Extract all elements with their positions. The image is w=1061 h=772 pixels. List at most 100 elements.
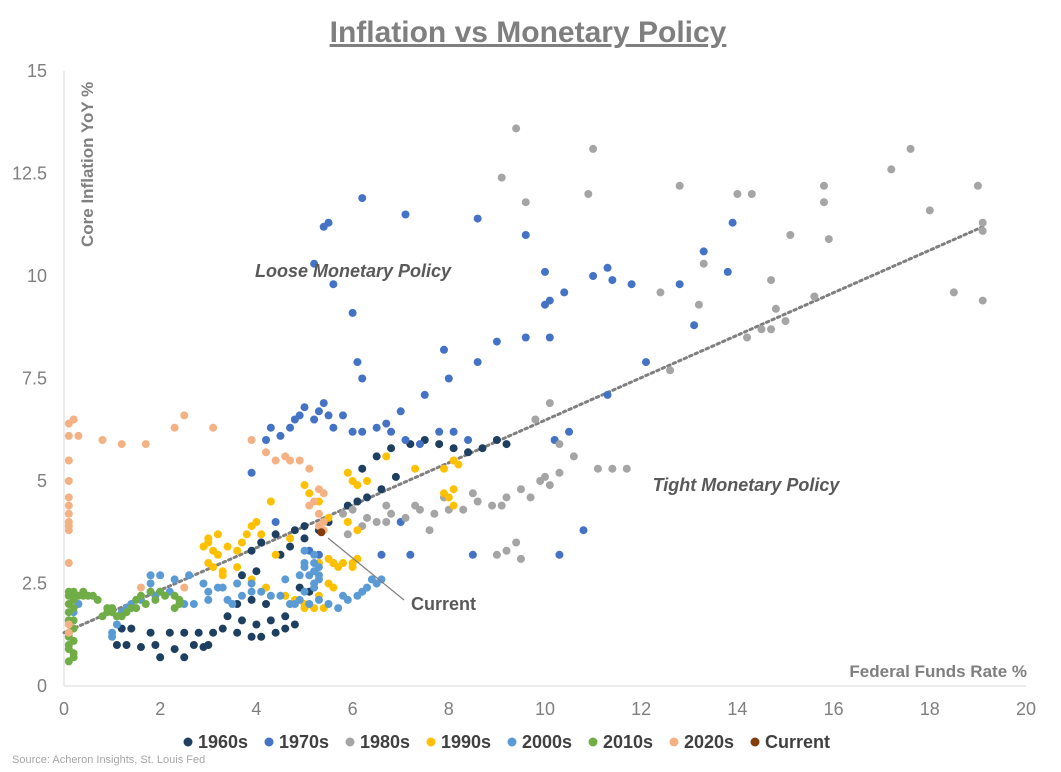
data-point-2000s: [247, 587, 256, 596]
data-point-2010s: [98, 612, 107, 621]
data-point-1970s: [271, 518, 280, 526]
data-point-1990s: [242, 530, 251, 539]
data-point-2000s: [170, 575, 179, 584]
data-point-2000s: [204, 595, 213, 604]
data-point-1990s: [439, 464, 448, 473]
data-point-2000s: [257, 587, 266, 596]
trendline: [62, 225, 985, 635]
legend-item-current: Current: [750, 732, 830, 752]
legend-marker: [750, 737, 760, 747]
data-point-1980s: [387, 509, 396, 518]
data-point-2010s: [141, 600, 150, 608]
data-point-1960s: [252, 567, 261, 576]
data-point-2000s: [247, 579, 256, 588]
data-point-1980s: [925, 206, 934, 215]
data-point-2010s: [132, 604, 141, 613]
data-point-2000s: [295, 595, 304, 604]
data-point-1980s: [497, 173, 506, 182]
data-point-1980s: [531, 415, 540, 424]
data-point-1970s: [387, 427, 396, 436]
data-point-1980s: [459, 505, 468, 514]
data-point-1980s: [589, 144, 598, 153]
data-point-1980s: [526, 493, 535, 502]
data-point-2020s: [64, 509, 73, 518]
series-1990s: [199, 452, 463, 613]
data-point-2020s: [262, 448, 271, 457]
data-point-2020s: [98, 436, 107, 444]
data-point-2020s: [64, 456, 73, 465]
data-point-1980s: [521, 198, 530, 207]
data-point-1990s: [266, 497, 275, 506]
data-point-1960s: [257, 632, 266, 641]
chart-title: Inflation vs Monetary Policy: [330, 16, 727, 49]
data-point-1960s: [151, 641, 160, 649]
data-point-1970s: [329, 280, 338, 289]
data-point-1980s: [516, 554, 525, 563]
data-point-2010s: [117, 612, 126, 621]
data-point-1990s: [213, 530, 222, 539]
legend-marker: [183, 737, 193, 747]
data-point-2020s: [209, 423, 218, 432]
data-point-1970s: [247, 468, 256, 477]
legend-item-2020s: 2020s: [669, 732, 734, 752]
data-point-1990s: [363, 477, 372, 485]
legend-item-1970s: 1970s: [264, 732, 329, 752]
data-point-1990s: [411, 464, 420, 473]
data-point-1970s: [444, 374, 453, 383]
data-point-1980s: [473, 497, 482, 506]
data-point-1970s: [406, 550, 415, 559]
data-point-1970s: [401, 436, 410, 444]
legend-marker: [669, 737, 679, 747]
data-point-2000s: [310, 559, 319, 567]
data-point-2000s: [218, 583, 227, 592]
data-point-1960s: [170, 645, 179, 654]
data-point-2000s: [305, 600, 314, 608]
data-point-1960s: [156, 653, 165, 662]
data-point-1990s: [343, 468, 352, 477]
data-point-1970s: [723, 267, 732, 276]
data-point-1960s: [300, 534, 309, 543]
tight-policy-annotation: Tight Monetary Policy: [653, 475, 841, 495]
data-point-1980s: [887, 165, 896, 174]
data-point-1980s: [545, 399, 554, 408]
legend-label: Current: [765, 732, 830, 752]
data-point-1990s: [233, 563, 242, 572]
data-point-1960s: [146, 628, 155, 637]
data-point-1970s: [675, 280, 684, 289]
data-point-1960s: [377, 485, 386, 494]
data-point-1970s: [464, 436, 473, 444]
data-point-1990s: [218, 571, 227, 580]
data-point-1960s: [127, 624, 136, 633]
data-point-1960s: [165, 628, 174, 637]
data-point-1990s: [233, 546, 242, 555]
legend-item-1980s: 1980s: [345, 732, 410, 752]
data-point-2020s: [314, 509, 323, 518]
legend-marker: [264, 737, 274, 747]
data-point-1980s: [401, 513, 410, 522]
data-point-1980s: [372, 518, 381, 526]
legend-marker: [588, 737, 598, 747]
data-point-1980s: [430, 509, 439, 518]
data-point-2010s: [146, 587, 155, 596]
data-point-1990s: [237, 538, 246, 547]
x-tick-label: 0: [59, 699, 69, 719]
data-point-1980s: [819, 198, 828, 207]
y-tick-label: 0: [37, 676, 47, 696]
legend-label: 2020s: [684, 732, 734, 752]
data-point-2000s: [310, 550, 319, 559]
legend-label: 1970s: [279, 732, 329, 752]
y-tick-label: 2.5: [22, 574, 47, 594]
data-point-2000s: [295, 571, 304, 580]
data-point-1980s: [767, 325, 776, 334]
data-point-1990s: [209, 563, 218, 572]
data-point-2000s: [156, 571, 165, 580]
x-tick-label: 4: [251, 699, 261, 719]
data-point-1980s: [767, 276, 776, 285]
data-point-1970s: [473, 214, 482, 223]
annotations: Loose Monetary Policy Tight Monetary Pol…: [255, 261, 840, 614]
data-point-2020s: [271, 456, 280, 465]
current-callout-label: Current: [411, 594, 476, 614]
data-point-1980s: [382, 501, 391, 510]
data-point-1970s: [521, 333, 530, 342]
data-point-1970s: [420, 390, 429, 399]
